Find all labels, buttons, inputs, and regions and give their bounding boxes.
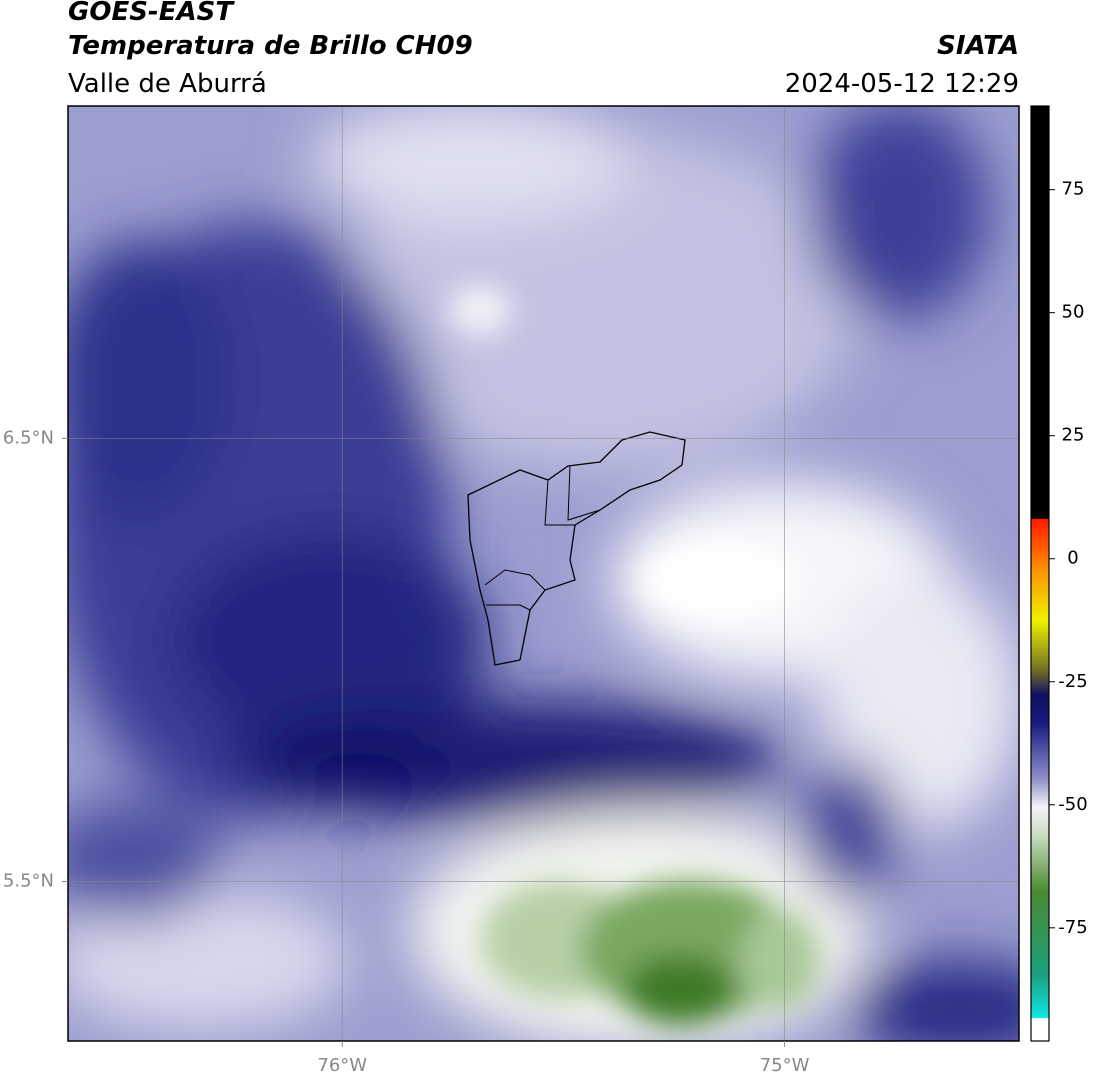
x-tick-label: 76°W — [317, 1055, 367, 1076]
y-tick-label: 6.5°N — [3, 427, 54, 448]
municipality-border — [484, 569, 546, 591]
x-tick-label: 75°W — [760, 1055, 810, 1076]
municipality-border — [567, 465, 601, 521]
subtitle: Temperatura de Brillo CH09 — [68, 31, 473, 61]
satellite-field — [68, 106, 1019, 1041]
y-tick-label: 5.5°N — [3, 870, 54, 891]
colorbar-tick-label: 0 — [1067, 548, 1078, 569]
colorbar-tick-label: -25 — [1058, 671, 1087, 692]
colorbar-tick-label: 75 — [1062, 179, 1085, 200]
colorbar-tick-label: 50 — [1062, 302, 1085, 323]
source: SIATA — [937, 31, 1019, 61]
datetime: 2024-05-12 12:29 — [785, 69, 1019, 99]
colorbar-tick-label: -50 — [1058, 794, 1087, 815]
municipality-border — [486, 604, 531, 611]
colorbar — [1030, 105, 1050, 1042]
municipality-border — [544, 479, 575, 526]
colorbar-tick-label: 25 — [1062, 425, 1085, 446]
colorbar-tick-label: -75 — [1058, 917, 1087, 938]
title: GOES-EAST — [68, 0, 235, 27]
region: Valle de Aburrá — [68, 69, 267, 99]
map-frame — [67, 105, 1020, 1042]
